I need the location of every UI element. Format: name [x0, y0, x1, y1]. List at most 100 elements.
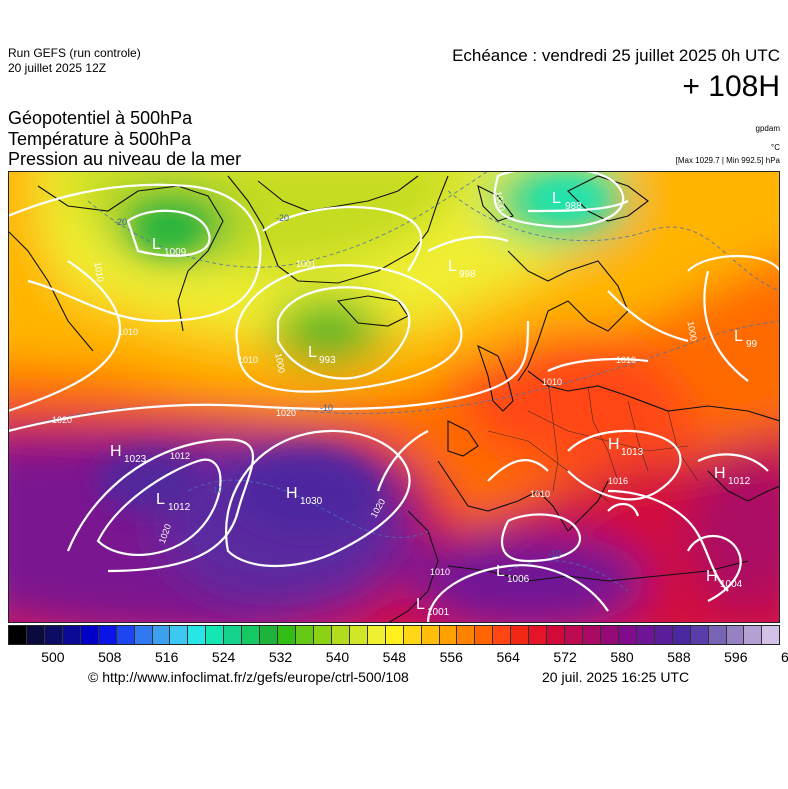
svg-text:988: 988 — [565, 201, 582, 212]
weather-map-svg: 1010 1001 1030 1000 1010 1000 1010 1020 … — [8, 171, 780, 623]
isobar-label: 1010 — [118, 327, 138, 337]
svg-text:L: L — [416, 596, 425, 613]
svg-text:1030: 1030 — [300, 496, 323, 507]
colorbar — [8, 625, 781, 645]
colorbar-swatch — [44, 625, 63, 645]
colorbar-tick-label: 604 — [781, 649, 788, 665]
pressure-center: L 988 — [552, 190, 582, 212]
pressure-center: H 1013 — [608, 436, 644, 458]
svg-text:L: L — [308, 344, 317, 361]
colorbar-tick-label: 564 — [496, 649, 520, 665]
pressure-center: L 1006 — [496, 563, 530, 585]
title-sea-level-pressure: Pression au niveau de la mer — [8, 149, 242, 169]
generated-time: 20 juil. 2025 16:25 UTC — [542, 669, 690, 685]
svg-text:L: L — [734, 328, 743, 345]
svg-text:H: H — [714, 465, 726, 482]
svg-text:H: H — [608, 436, 620, 453]
title-temperature: Température à 500hPa — [8, 129, 192, 149]
colorbar-tick-label: 508 — [98, 649, 122, 665]
pressure-max-min: [Max 1029.7 | Min 992.5] hPa — [675, 156, 780, 165]
isobar-label: 1001 — [296, 259, 316, 269]
svg-text:1013: 1013 — [621, 447, 644, 458]
isobar-label: 1020 — [52, 415, 72, 425]
colorbar-swatch — [349, 625, 368, 645]
isobar-label: 1010 — [430, 567, 450, 577]
colorbar-swatch — [475, 625, 494, 645]
colorbar-swatch — [726, 625, 745, 645]
isobar-label: 1010 — [238, 355, 258, 365]
svg-text:H: H — [286, 485, 298, 502]
colorbar-swatch — [313, 625, 332, 645]
isobar-label: 1010 — [530, 489, 550, 499]
colorbar-swatch — [278, 625, 296, 645]
svg-text:1001: 1001 — [427, 607, 450, 618]
colorbar-swatch — [242, 625, 261, 645]
pressure-center: H 1030 — [286, 485, 323, 507]
colorbar-swatch — [134, 625, 153, 645]
weather-map: 1010 1001 1030 1000 1010 1000 1010 1020 … — [8, 171, 780, 623]
map-frame — [8, 171, 780, 623]
svg-text:1006: 1006 — [507, 574, 530, 585]
isobar-label: 1010 — [542, 377, 562, 387]
geopotential-detail — [98, 177, 608, 531]
forecast-valid-time: Echéance : vendredi 25 juillet 2025 0h U… — [452, 46, 780, 65]
colorbar-swatch — [331, 625, 350, 645]
svg-text:L: L — [496, 563, 505, 580]
colorbar-swatch — [547, 625, 566, 645]
colorbar-swatch — [8, 625, 27, 645]
isobar-label: 1010 — [92, 261, 105, 282]
colorbar-swatch — [385, 625, 404, 645]
svg-text:L: L — [156, 491, 165, 508]
colorbar-tick-label: 516 — [155, 649, 179, 665]
temperature-label: -10 — [210, 485, 223, 495]
pressure-center: L 1009 — [152, 236, 187, 258]
svg-text:1009: 1009 — [164, 247, 187, 258]
pressure-center: L 993 — [308, 344, 336, 366]
unit-gpdam: gpdam — [755, 124, 780, 133]
svg-text:1004: 1004 — [720, 579, 743, 590]
colorbar-tick-label: 540 — [325, 649, 350, 665]
colorbar-swatch — [98, 625, 117, 645]
colorbar-swatch — [493, 625, 512, 645]
isobar-label: 1012 — [170, 451, 190, 461]
coastlines — [8, 175, 780, 623]
isobar-label: 1000 — [273, 352, 286, 373]
pressure-centers: L 1009 L 988 L 998 L 993 L 99 H 1023 L 1012 H 10… — [110, 190, 758, 618]
colorbar-swatch — [80, 625, 99, 645]
colorbar-swatch — [672, 625, 691, 645]
colorbar-swatch — [224, 625, 243, 645]
geopotential-field — [8, 171, 780, 623]
pressure-center: L 1001 — [416, 596, 450, 618]
isobar-label: 1010 — [616, 355, 636, 365]
isobar-label: 1016 — [608, 476, 628, 486]
colorbar-tick-label: 548 — [382, 649, 407, 665]
colorbar-swatch — [188, 625, 207, 645]
temperature-label: -10 — [320, 403, 333, 413]
svg-text:L: L — [448, 258, 457, 275]
colorbar-tick-label: 588 — [667, 649, 691, 665]
temperature-label: -20 — [276, 213, 289, 223]
isobar-label: 1000 — [685, 320, 698, 341]
colorbar-swatch — [62, 625, 81, 645]
colorbar-swatch — [296, 625, 314, 645]
isobars — [8, 171, 780, 623]
colorbar-swatch — [618, 625, 637, 645]
pressure-center: L 998 — [448, 258, 476, 280]
temperature-labels: -20 -10 -10 -20 -10 — [114, 213, 561, 559]
colorbar-swatch — [206, 625, 225, 645]
colorbar-tick-label: 532 — [268, 649, 293, 665]
svg-text:1012: 1012 — [168, 502, 191, 513]
title-geopotential: Géopotentiel à 500hPa — [8, 108, 193, 128]
colorbar-swatch — [636, 625, 655, 645]
isobar-label: 1020 — [276, 408, 296, 418]
colorbar-tick-label: 524 — [211, 649, 236, 665]
svg-text:H: H — [706, 568, 718, 585]
colorbar-swatch — [403, 625, 422, 645]
isobar-label: 1000 — [493, 190, 506, 211]
colorbar-tick-label: 556 — [439, 649, 463, 665]
colorbar-tick-label: 572 — [553, 649, 577, 665]
colorbar-swatch — [690, 625, 709, 645]
svg-text:998: 998 — [459, 269, 476, 280]
run-date: 20 juillet 2025 12Z — [8, 61, 107, 75]
temperature-label: -10 — [548, 549, 561, 559]
